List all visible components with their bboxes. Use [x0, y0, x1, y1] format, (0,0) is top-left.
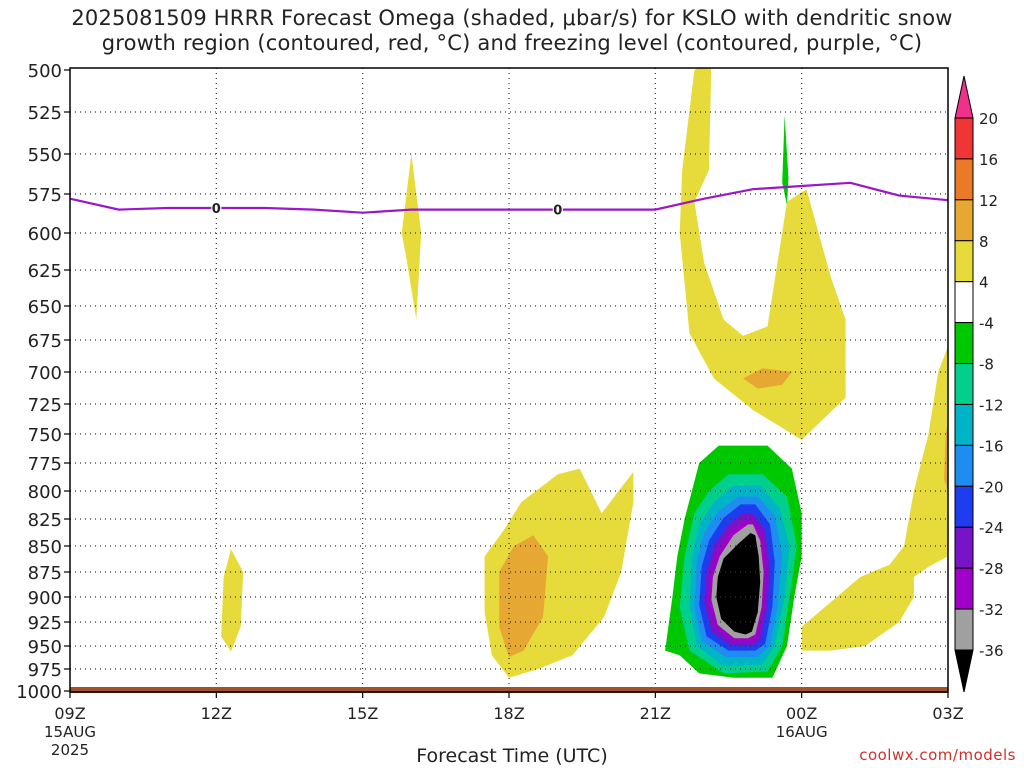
y-tick-label-975: 975: [28, 660, 62, 681]
chart-title: 2025081509 HRRR Forecast Omega (shaded, …: [0, 6, 1024, 56]
colorbar-label-2: 12: [979, 192, 998, 210]
y-tick-label-925: 925: [28, 613, 62, 634]
freezing-level-label-0: 0: [212, 202, 221, 217]
colorbar-segment-11: [954, 567, 974, 610]
colorbar-segment-4: [954, 281, 974, 324]
colorbar-segment-10: [954, 526, 974, 569]
chart-title-line2: growth region (contoured, red, °C) and f…: [101, 31, 923, 55]
colorbar-label-10: -24: [979, 519, 1004, 537]
y-axis: 500 525 550 575 600 625 650 675 700 725 750 775 800 8…: [16, 61, 70, 703]
colorbar-label-7: -12: [979, 396, 1004, 414]
y-tick-label-575: 575: [28, 185, 62, 206]
omega-region-7: [801, 346, 948, 651]
x-tick-year: 2025: [51, 741, 89, 759]
colorbar: 20 16 12 8 4 -4 -8 -12 -16 -20 -24 -28 -32 -36: [954, 75, 1004, 693]
y-tick-label-800: 800: [28, 482, 62, 503]
freezing-label-bg: [552, 202, 563, 217]
colorbar-label-12: -32: [979, 601, 1004, 619]
freezing-level-label-1: 0: [553, 204, 562, 219]
y-tick-label-750: 750: [28, 425, 62, 446]
y-tick-label-775: 775: [28, 454, 62, 475]
y-tick-label-675: 675: [28, 331, 62, 352]
colorbar-segment-12: [954, 608, 974, 651]
colorbar-segment-0: [954, 117, 974, 160]
y-tick-label-500: 500: [28, 61, 62, 82]
x-tick-label-15Z: 15Z: [347, 704, 378, 723]
y-tick-label-625: 625: [28, 261, 62, 282]
colorbar-label-4: 4: [979, 274, 989, 292]
x-tick-label-18Z: 18Z: [493, 704, 524, 723]
omega-shaded-regions: [221, 68, 948, 678]
colorbar-segment-8: [954, 444, 974, 487]
terrain-fill: [70, 687, 948, 693]
terrain-band: [70, 687, 948, 693]
grid-lines: [70, 68, 948, 692]
colorbar-segment-5: [954, 322, 974, 365]
y-tick-label-725: 725: [28, 395, 62, 416]
x-tick-label-03Z: 03Z: [932, 704, 963, 723]
colorbar-label-6: -8: [979, 356, 994, 374]
x-tick-date-16AUG: 16AUG: [776, 723, 828, 741]
y-tick-label-900: 900: [28, 588, 62, 609]
y-tick-label-825: 825: [28, 510, 62, 531]
credit-text: coolwx.com/models: [859, 746, 1016, 764]
colorbar-label-8: -16: [979, 437, 1004, 455]
omega-region-8: [944, 422, 948, 491]
y-tick-label-600: 600: [28, 224, 62, 245]
colorbar-segment-2: [954, 199, 974, 242]
colorbar-label-9: -20: [979, 478, 1004, 496]
y-tick-label-1000: 1000: [16, 682, 62, 703]
x-tick-date-15AUG: 15AUG: [44, 723, 96, 741]
x-tick-label-09Z: 09Z: [54, 704, 85, 723]
omega-region-17: [716, 533, 761, 635]
colorbar-bottom-arrow: [954, 649, 974, 693]
y-tick-label-700: 700: [28, 363, 62, 384]
colorbar-segment-3: [954, 240, 974, 283]
colorbar-top-arrow: [954, 75, 974, 119]
y-tick-label-650: 650: [28, 297, 62, 318]
colorbar-segment-7: [954, 403, 974, 446]
chart-title-line1: 2025081509 HRRR Forecast Omega (shaded, …: [71, 6, 953, 30]
x-axis-title: Forecast Time (UTC): [416, 745, 608, 767]
y-tick-label-550: 550: [28, 145, 62, 166]
colorbar-label-13: -36: [979, 642, 1004, 660]
omega-region-0: [679, 68, 846, 440]
y-tick-label-875: 875: [28, 563, 62, 584]
omega-region-6: [499, 535, 548, 657]
colorbar-label-11: -28: [979, 560, 1004, 578]
colorbar-segment-6: [954, 363, 974, 405]
omega-region-2: [782, 115, 789, 205]
omega-region-3: [401, 154, 422, 320]
y-tick-label-950: 950: [28, 637, 62, 658]
y-tick-label-525: 525: [28, 103, 62, 124]
x-tick-label-00Z: 00Z: [786, 704, 817, 723]
x-tick-label-21Z: 21Z: [640, 704, 671, 723]
omega-region-1: [743, 368, 792, 389]
x-tick-label-12Z: 12Z: [201, 704, 232, 723]
omega-region-4: [221, 549, 244, 652]
colorbar-label-0: 20: [979, 110, 998, 128]
colorbar-label-3: 8: [979, 233, 989, 251]
colorbar-segment-1: [954, 158, 974, 201]
colorbar-label-1: 16: [979, 151, 998, 169]
colorbar-label-5: -4: [979, 315, 994, 333]
freezing-label-bg: [211, 201, 222, 216]
y-tick-label-850: 850: [28, 537, 62, 558]
colorbar-segment-9: [954, 485, 974, 528]
